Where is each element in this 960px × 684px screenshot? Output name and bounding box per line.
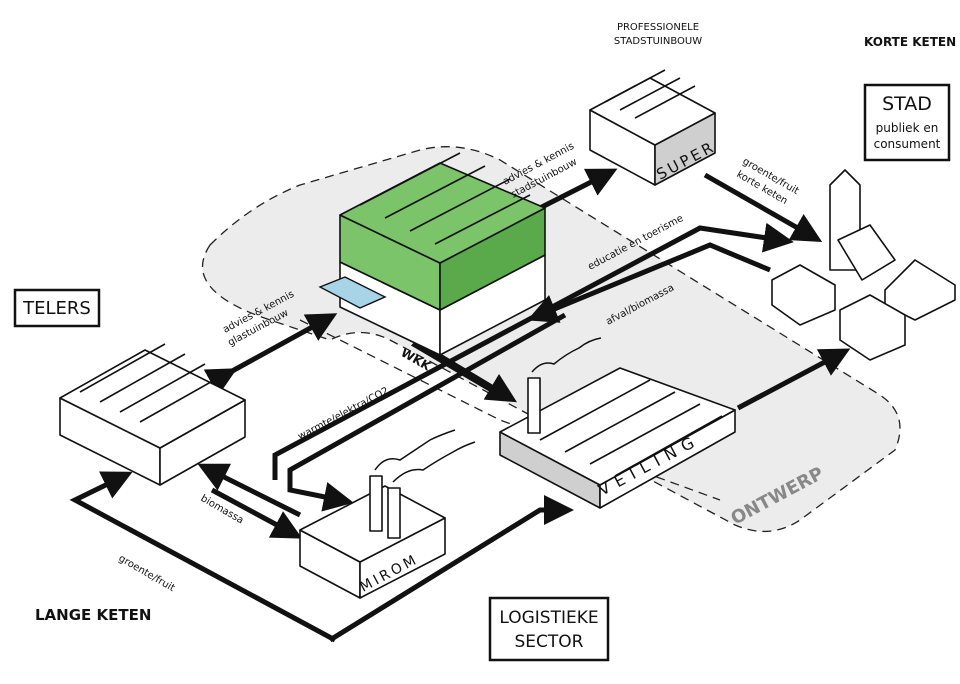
mirom-building: MIROM [299,429,476,599]
mirom-smoke [374,429,476,483]
flow-groente-lange: groente/fruit [117,553,177,594]
stad-sub-1: publiek en [876,121,939,135]
flow-warmte: warmte/elektra/CO2 [296,385,390,442]
veiling-building: VEILING [499,337,736,509]
logistiek-line-1: LOGISTIEKE [499,608,598,628]
stad-box [863,83,951,162]
telers-box [13,288,101,328]
korte-keten-heading: KORTE KETEN [864,35,956,49]
logistiek-line-2: SECTOR [515,632,584,652]
arrow-lange-keten [69,471,337,643]
arrow-veiling-stad [736,348,851,411]
telers-text: TELERS [22,298,91,319]
green-greenhouse [318,152,546,356]
stad-title: STAD [882,93,932,115]
super-building: SUPER [589,69,719,186]
lange-keten-heading: LANGE KETEN [35,606,151,624]
prof-heading-2: STADSTUINBOUW [614,36,702,47]
prof-heading-1: PROFESSIONELE [617,22,699,33]
veiling-chimney [527,377,541,434]
logistiek-box [488,596,610,662]
arrow-biomassa-2 [210,487,303,539]
telers-greenhouse [59,343,246,486]
arrow-educatie-toerisme [272,222,794,480]
arrow-warmte [287,312,567,512]
mirom-chimney-2 [387,487,401,539]
greenhouse-water-basin [318,276,387,309]
arrow-advies-glastuinbouw [203,313,338,396]
mirom-chimney-1 [369,475,383,532]
veiling-smoke [531,337,602,373]
stad-sub-2: consument [874,137,941,151]
stad-buildings [771,169,956,361]
arrow-biomassa-1 [197,463,302,518]
arrow-afval-biomassa [527,242,771,323]
arrow-lange-keten-2 [328,495,574,643]
